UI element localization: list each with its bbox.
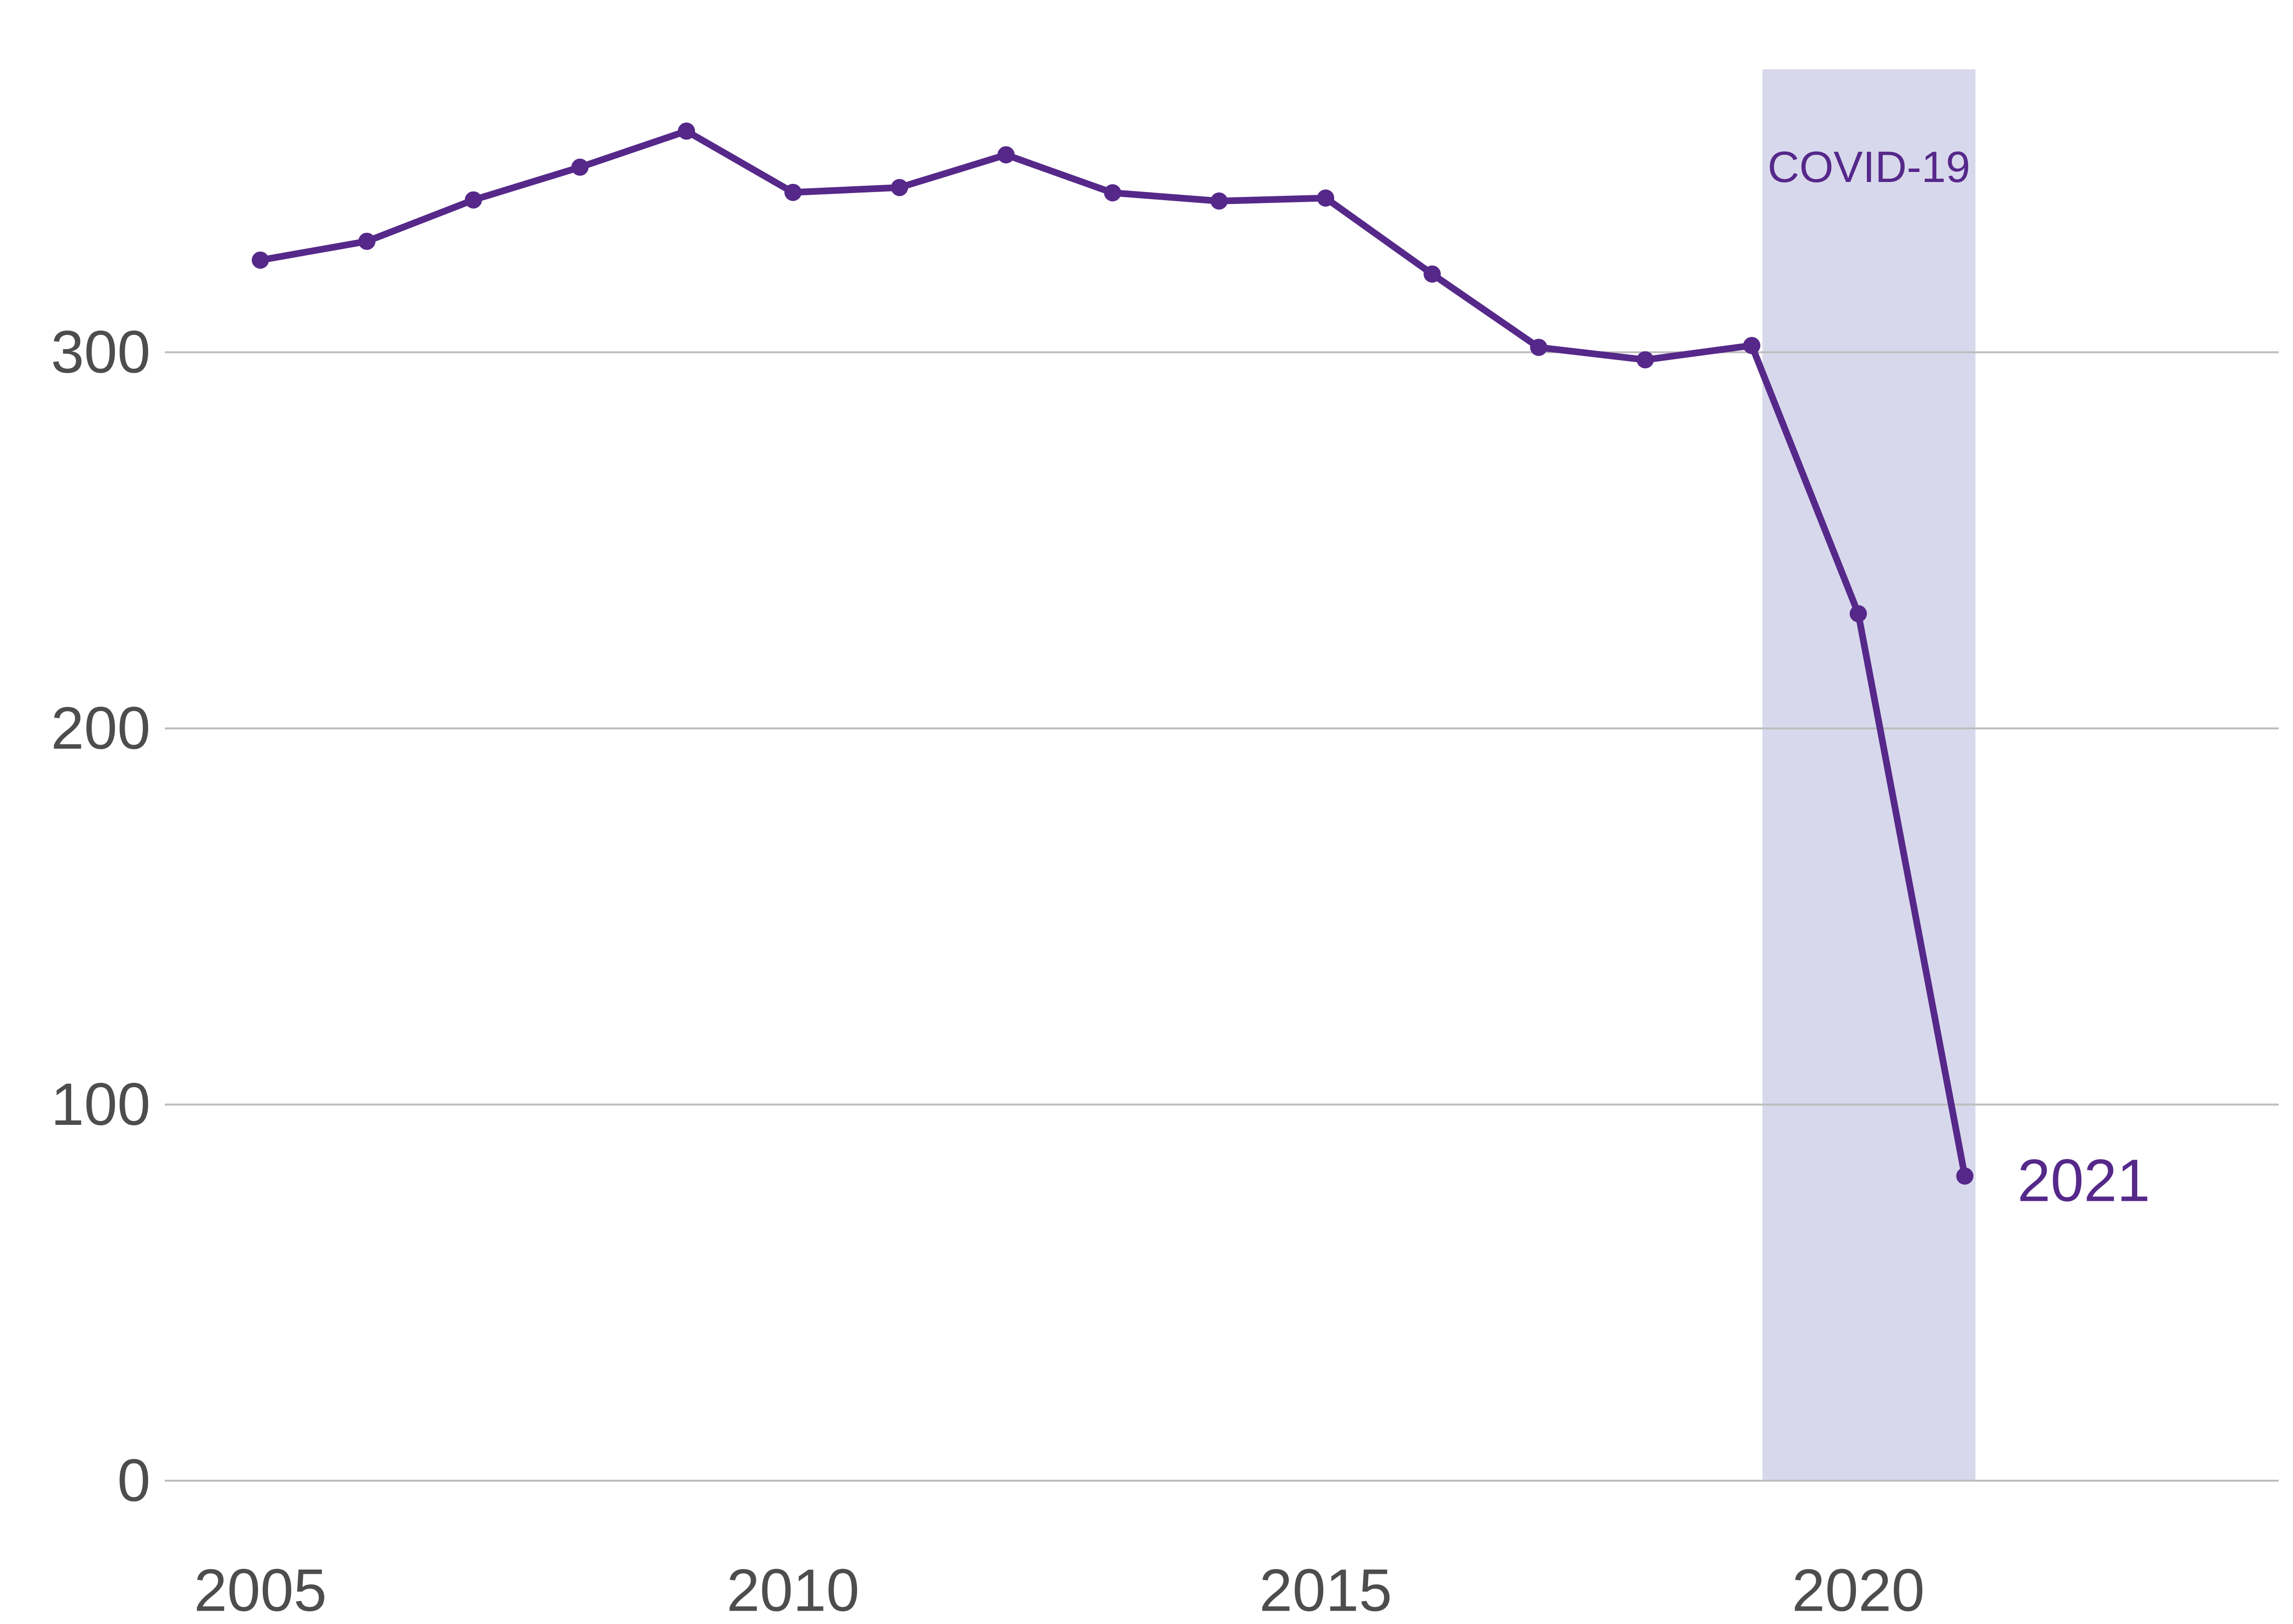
y-tick-label-100: 100 [51, 1071, 150, 1138]
data-point-2012 [997, 146, 1015, 164]
data-point-2019 [1743, 337, 1760, 354]
data-point-2017 [1530, 339, 1547, 356]
data-point-2006 [358, 233, 375, 250]
series-line-layer [257, 128, 1968, 1180]
x-tick-label-2010: 2010 [727, 1558, 859, 1624]
data-point-2007 [465, 191, 482, 209]
data-point-2020 [1850, 605, 1867, 622]
annotation-layer: COVID-19 2021 [1768, 143, 2150, 1214]
grid-layer [165, 351, 2279, 1482]
y-tick-label-0: 0 [117, 1448, 150, 1514]
data-point-2021 [1956, 1167, 1973, 1185]
data-point-2016 [1424, 265, 1441, 283]
data-point-2014 [1211, 192, 1228, 210]
axis-tick-layer: 0 100 200 300 2005 2010 2015 2020 [51, 319, 1925, 1624]
data-point-2008 [571, 159, 589, 176]
x-tick-label-2015: 2015 [1259, 1558, 1392, 1624]
highlight-band-layer [1762, 69, 1976, 1481]
data-point-2018 [1637, 351, 1654, 369]
data-point-2015 [1317, 189, 1334, 207]
series-point-layer [252, 122, 1973, 1185]
x-tick-label-2020: 2020 [1792, 1558, 1925, 1624]
end-point-label: 2021 [2017, 1148, 2150, 1214]
y-tick-label-200: 200 [51, 695, 150, 762]
data-point-2010 [784, 183, 802, 201]
covid-band-label: COVID-19 [1768, 143, 1970, 192]
y-tick-label-300: 300 [51, 319, 150, 385]
data-point-2009 [678, 122, 695, 140]
x-tick-label-2005: 2005 [194, 1558, 327, 1624]
series-line [257, 128, 1968, 1180]
covid-highlight-band [1762, 69, 1976, 1481]
data-point-2011 [891, 179, 908, 196]
data-point-2005 [252, 251, 269, 269]
data-point-2013 [1104, 184, 1121, 202]
